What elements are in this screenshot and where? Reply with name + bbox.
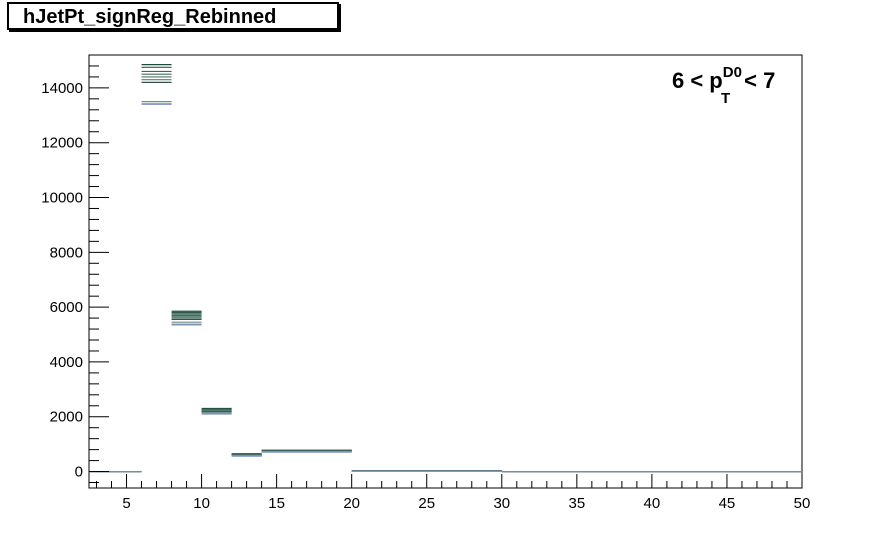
y-tick-label: 10000 bbox=[41, 190, 83, 207]
plot-frame bbox=[88, 54, 803, 489]
x-tick-label: 40 bbox=[644, 495, 661, 512]
y-tick-label: 0 bbox=[75, 464, 83, 481]
y-tick-label: 4000 bbox=[50, 354, 83, 371]
axes-frame bbox=[88, 54, 803, 489]
x-tick-label: 25 bbox=[418, 495, 435, 512]
x-tick-label: 45 bbox=[719, 495, 736, 512]
y-tick-label: 2000 bbox=[50, 409, 83, 426]
x-tick-label: 15 bbox=[268, 495, 285, 512]
x-tick-label: 20 bbox=[343, 495, 360, 512]
y-tick-label: 12000 bbox=[41, 135, 83, 152]
x-tick-label: 10 bbox=[193, 495, 210, 512]
pt-range-annotation: 6 < pD0 T< 7 bbox=[672, 64, 775, 107]
tick-labels: 5 10 15 20 25 30 35 40 45 50 0 2000 4000 6000 8000 1000… bbox=[41, 80, 810, 512]
y-tick-label: 14000 bbox=[41, 80, 83, 97]
y-tick-label: 6000 bbox=[50, 299, 83, 316]
x-tick-label: 5 bbox=[122, 495, 130, 512]
axis-ticks bbox=[89, 65, 803, 488]
x-tick-label: 50 bbox=[794, 495, 811, 512]
x-tick-label: 30 bbox=[493, 495, 510, 512]
histogram-title: hJetPt_signReg_Rebinned bbox=[7, 2, 339, 30]
y-tick-label: 8000 bbox=[50, 244, 83, 261]
x-tick-label: 35 bbox=[568, 495, 585, 512]
histogram-bins bbox=[89, 63, 802, 473]
